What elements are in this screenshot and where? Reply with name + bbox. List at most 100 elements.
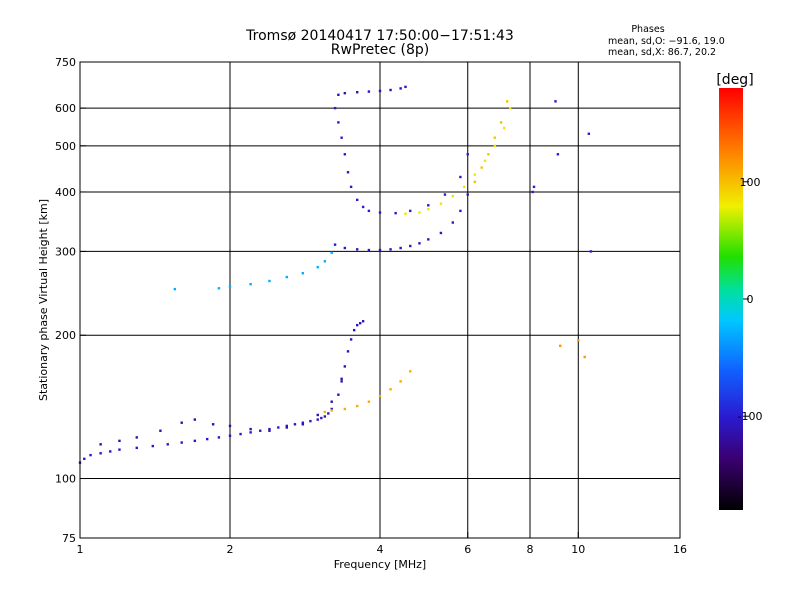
data-point [340,377,343,380]
data-point [268,427,271,431]
data-point [323,415,327,418]
data-point [531,190,534,194]
data-point [327,412,330,415]
data-point [358,321,362,325]
colorbar-ticks: 100 0 -100 [738,176,763,423]
data-point [418,211,421,214]
chart-title: Tromsø 20140417 17:50:00−17:51:43 [245,28,514,44]
data-point [159,429,162,432]
data-point [389,388,392,391]
data-point [367,248,371,252]
data-point [367,209,371,213]
data-point [378,394,382,398]
data-point [118,439,121,443]
data-point [399,380,402,383]
data-point [378,211,382,214]
data-point [473,180,477,184]
x-axis-ticks: 1 2 4 6 8 10 16 [77,532,687,556]
data-point [193,439,197,443]
data-point [355,248,359,251]
data-point [439,202,443,205]
data-point [361,205,365,209]
data-point [285,424,288,428]
data-point [285,275,288,279]
data-point [343,407,347,411]
y-axis-label: Stationary phase Virtual Height [km] [37,199,50,401]
data-point [316,413,319,417]
data-point [309,419,312,423]
data-point [378,248,382,252]
data-point [459,175,462,179]
x-tick-label: 1 [77,543,84,556]
data-point [340,136,343,139]
data-point [330,400,333,403]
data-point [451,194,455,198]
grid-lines [80,62,680,538]
data-point [559,344,562,348]
colorbar-tick-label: 100 [740,176,761,189]
data-point [180,421,183,424]
data-point [205,437,209,441]
data-point [439,231,443,235]
data-point [343,153,347,156]
phase-info-o: mean, sd,O: −91.6, 19.0 [608,36,725,47]
data-point [340,380,343,383]
y-tick-label: 100 [55,473,76,486]
data-point [389,248,392,251]
data-point [409,209,412,213]
data-point [493,144,497,148]
data-point [349,185,353,189]
x-axis-label: Frequency [MHz] [334,558,426,571]
data-point [268,429,271,432]
y-tick-label: 750 [55,56,76,69]
data-point [466,153,469,156]
data-point [320,416,323,420]
data-point [228,434,232,437]
colorbar-tick-label: -100 [738,410,763,423]
x-tick-label: 4 [377,543,384,556]
data-points [78,85,593,464]
data-point [499,121,503,124]
phase-info-x: mean, sd,X: 86.7, 20.2 [608,47,716,58]
data-point [473,173,477,176]
data-point [466,193,469,196]
data-point [589,250,593,253]
data-point [301,421,305,424]
data-point [502,126,506,130]
data-point [228,285,232,288]
data-point [378,89,382,93]
y-tick-label: 500 [55,140,76,153]
data-point [355,404,359,408]
data-point [249,431,252,434]
data-point [349,338,353,341]
data-point [505,100,509,103]
data-point [135,446,138,450]
data-point [337,393,340,396]
data-point [166,443,169,446]
data-point [323,260,327,263]
y-axis-ticks: 75 100 200 300 400 500 600 750 [55,56,86,545]
data-point [487,153,490,156]
data-point [333,106,337,110]
x-tick-label: 6 [464,543,471,556]
data-point [249,283,252,286]
y-tick-label: 75 [62,532,76,545]
data-point [301,423,305,426]
data-point [443,193,447,196]
data-point [508,106,512,110]
data-point [355,198,359,202]
data-point [109,450,112,453]
data-point [554,100,557,103]
data-point [483,159,487,163]
data-point [355,91,359,94]
data-point [409,244,412,248]
data-point [459,209,462,213]
data-point [293,423,297,426]
data-point [367,90,371,93]
data-point [480,166,483,169]
data-point [427,207,430,211]
data-point [330,409,333,412]
data-point [583,355,586,359]
data-point [493,136,497,139]
data-point [352,328,356,332]
